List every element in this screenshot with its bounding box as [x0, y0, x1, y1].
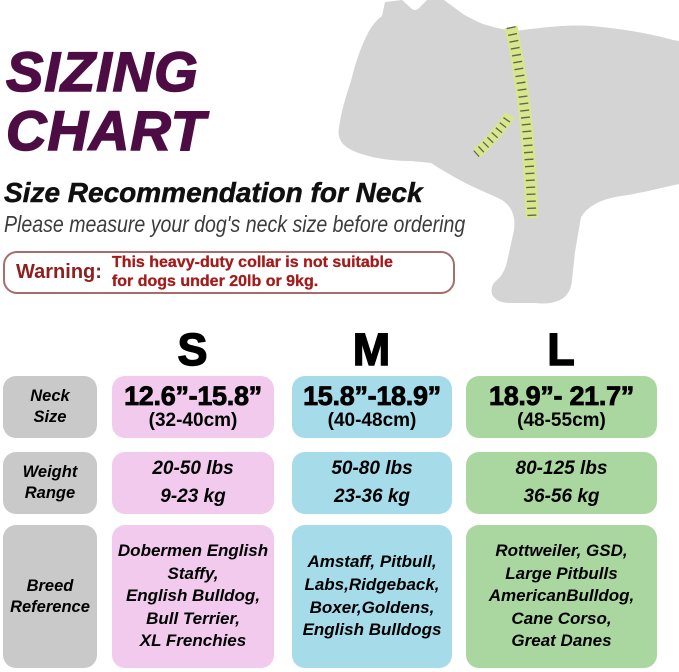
row-label-neck-size: Neck Size: [3, 376, 97, 438]
tape-main-ticks: [506, 26, 537, 219]
breed-reference-s-value: Dobermen English Staffy, English Bulldog…: [117, 540, 269, 651]
neck-size-s-cell: 12.6”-15.8” (32-40cm): [112, 376, 274, 438]
dog-silhouette-measuring-tape-icon: [338, 0, 679, 304]
neck-size-m-cell: 15.8”-18.9” (40-48cm): [292, 376, 452, 438]
column-header-l: L: [547, 324, 576, 375]
row-label-weight-range: Weight Range: [3, 452, 97, 514]
column-header-s: S: [177, 324, 209, 375]
neck-size-l-value: 18.9”- 21.7”: [489, 380, 635, 411]
neck-size-m-cm: (40-48cm): [327, 410, 417, 432]
warning-box: Warning: This heavy-duty collar is not s…: [3, 251, 455, 294]
page-title: SIZING CHART: [5, 40, 206, 163]
breed-reference-m-cell: Amstaff, Pitbull, Labs,Ridgeback, Boxer,…: [292, 525, 452, 668]
neck-size-s-cm: (32-40cm): [148, 410, 238, 432]
breed-reference-l-cell: Rottweiler, GSD, Large Pitbulls American…: [466, 525, 657, 668]
tape-branch: [472, 111, 515, 159]
weight-range-m-value: 50-80 lbs 23-36 kg: [331, 458, 413, 507]
breed-reference-m-value: Amstaff, Pitbull, Labs,Ridgeback, Boxer,…: [302, 552, 442, 640]
neck-size-l-cm: (48-55cm): [517, 410, 606, 432]
breed-reference-l-value: Rottweiler, GSD, Large Pitbulls American…: [488, 540, 635, 651]
dog-body-shape: [338, 0, 679, 304]
measure-note: Please measure your dog's neck size befo…: [4, 211, 466, 237]
warning-label: Warning:: [16, 261, 102, 283]
column-header-m: M: [352, 324, 392, 375]
neck-size-s-value: 12.6”-15.8”: [124, 380, 263, 411]
weight-range-s-value: 20-50 lbs 9-23 kg: [152, 458, 234, 507]
row-label-breed-reference: Breed Reference: [3, 525, 97, 668]
weight-range-m-cell: 50-80 lbs 23-36 kg: [292, 452, 452, 514]
warning-message: This heavy-duty collar is not suitable f…: [111, 253, 393, 290]
breed-reference-s-cell: Dobermen English Staffy, English Bulldog…: [112, 525, 274, 668]
neck-size-m-value: 15.8”-18.9”: [303, 380, 442, 411]
weight-range-l-cell: 80-125 lbs 36-56 kg: [466, 452, 657, 514]
neck-size-l-cell: 18.9”- 21.7” (48-55cm): [466, 376, 657, 438]
subtitle: Size Recommendation for Neck: [4, 177, 423, 209]
weight-range-l-value: 80-125 lbs 36-56 kg: [515, 458, 608, 507]
weight-range-s-cell: 20-50 lbs 9-23 kg: [112, 452, 274, 514]
